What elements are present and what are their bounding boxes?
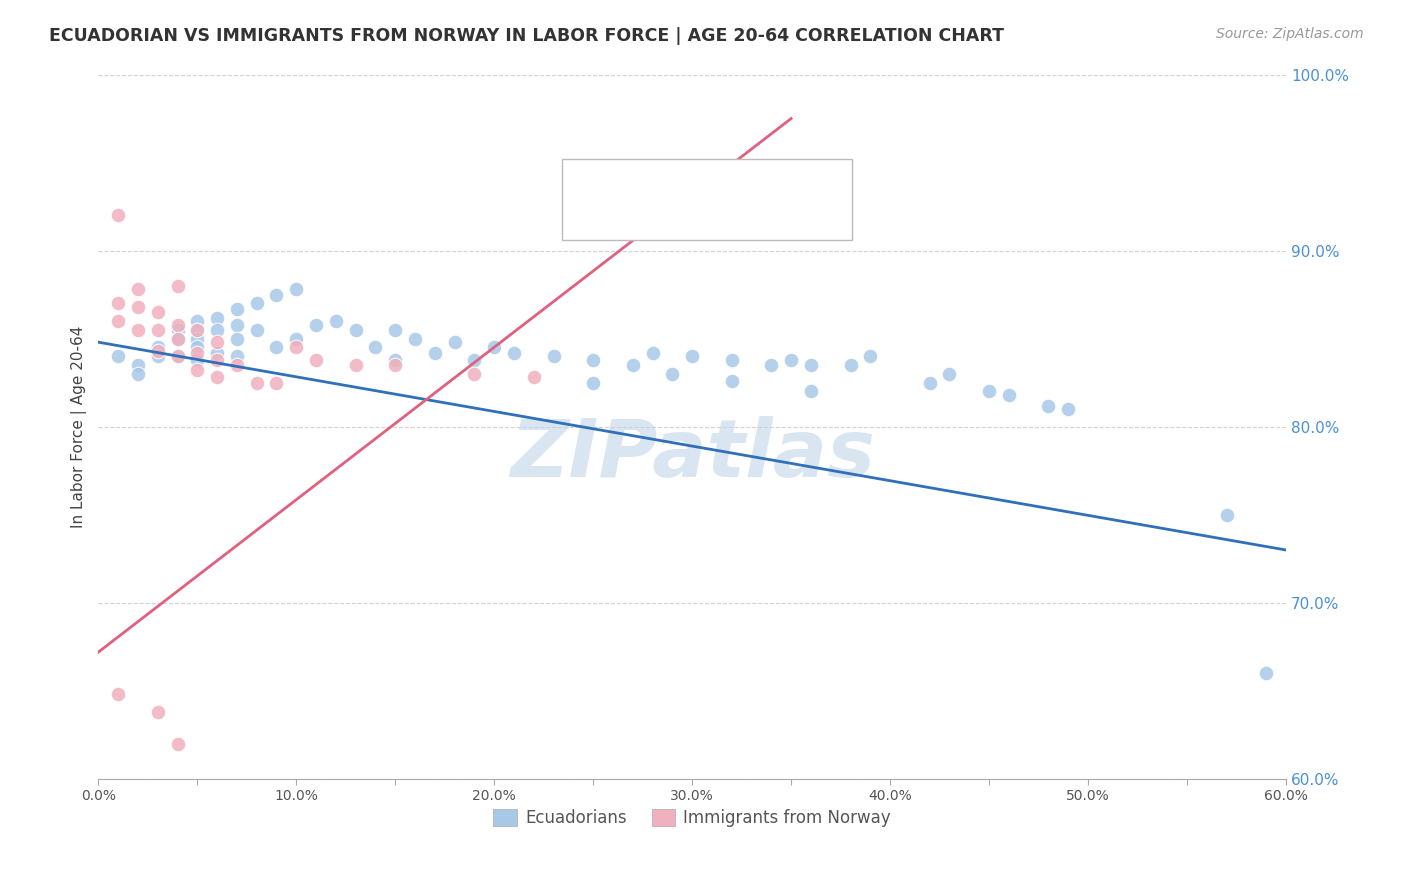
Point: [918, 376, 941, 390]
Point: [166, 349, 188, 363]
Point: [107, 687, 129, 701]
Point: [186, 314, 208, 328]
Point: [246, 376, 269, 390]
Point: [938, 367, 960, 381]
Legend: Ecuadorians, Immigrants from Norway: Ecuadorians, Immigrants from Norway: [486, 803, 897, 834]
Point: [166, 349, 188, 363]
Point: [127, 367, 149, 381]
Point: [205, 310, 228, 325]
Point: [1057, 402, 1080, 417]
Point: [127, 282, 149, 296]
Point: [225, 318, 247, 332]
Point: [364, 341, 387, 355]
Point: [205, 345, 228, 359]
FancyBboxPatch shape: [561, 159, 852, 240]
Point: [720, 374, 742, 388]
Point: [186, 341, 208, 355]
Point: [305, 318, 328, 332]
Point: [266, 376, 288, 390]
Point: [146, 343, 169, 358]
Point: [225, 332, 247, 346]
Point: [146, 305, 169, 319]
Point: [246, 323, 269, 337]
Point: [463, 367, 485, 381]
Point: [186, 363, 208, 377]
Point: [146, 341, 169, 355]
Text: ECUADORIAN VS IMMIGRANTS FROM NORWAY IN LABOR FORCE | AGE 20-64 CORRELATION CHAR: ECUADORIAN VS IMMIGRANTS FROM NORWAY IN …: [49, 27, 1004, 45]
Point: [285, 282, 308, 296]
Point: [720, 352, 742, 367]
Point: [186, 352, 208, 367]
Text: ZIPatlas: ZIPatlas: [509, 416, 875, 494]
Point: [1038, 399, 1060, 413]
Point: [225, 301, 247, 316]
Point: [127, 358, 149, 372]
Point: [107, 314, 129, 328]
Point: [285, 341, 308, 355]
Point: [998, 388, 1021, 402]
Point: [344, 358, 367, 372]
Point: [166, 278, 188, 293]
Point: [325, 314, 347, 328]
Point: [246, 296, 269, 310]
Point: [582, 376, 605, 390]
Point: [800, 384, 823, 399]
Point: [384, 323, 406, 337]
Point: [225, 349, 247, 363]
Point: [661, 367, 683, 381]
Point: [107, 349, 129, 363]
Point: [205, 352, 228, 367]
Point: [977, 384, 1000, 399]
Point: [127, 323, 149, 337]
Point: [205, 370, 228, 384]
Point: [641, 345, 664, 359]
Point: [127, 300, 149, 314]
Point: [225, 358, 247, 372]
Point: [205, 335, 228, 350]
Point: [582, 352, 605, 367]
Point: [186, 332, 208, 346]
Point: [1215, 508, 1237, 522]
Point: [423, 345, 446, 359]
Point: [285, 332, 308, 346]
Point: [107, 208, 129, 222]
Point: [186, 345, 208, 359]
Point: [681, 349, 703, 363]
Point: [1256, 666, 1278, 681]
Point: [166, 332, 188, 346]
Point: [266, 341, 288, 355]
Point: [780, 352, 803, 367]
Point: [186, 323, 208, 337]
Point: [839, 358, 862, 372]
Point: [166, 332, 188, 346]
Point: [166, 737, 188, 751]
Point: [443, 335, 465, 350]
Point: [146, 705, 169, 719]
Point: [484, 341, 506, 355]
Point: [761, 358, 783, 372]
Point: [384, 358, 406, 372]
Point: [404, 332, 426, 346]
Point: [166, 323, 188, 337]
Point: [463, 352, 485, 367]
Point: [384, 352, 406, 367]
Point: [146, 349, 169, 363]
Point: [621, 358, 644, 372]
Point: [166, 318, 188, 332]
Point: [107, 296, 129, 310]
Point: [305, 352, 328, 367]
Point: [266, 287, 288, 301]
Point: [800, 358, 823, 372]
Y-axis label: In Labor Force | Age 20-64: In Labor Force | Age 20-64: [72, 326, 87, 528]
Point: [146, 323, 169, 337]
Point: [543, 349, 565, 363]
Point: [503, 345, 526, 359]
Text: Source: ZipAtlas.com: Source: ZipAtlas.com: [1216, 27, 1364, 41]
Point: [186, 323, 208, 337]
Point: [859, 349, 882, 363]
Point: [344, 323, 367, 337]
Point: [523, 370, 546, 384]
Point: [205, 323, 228, 337]
